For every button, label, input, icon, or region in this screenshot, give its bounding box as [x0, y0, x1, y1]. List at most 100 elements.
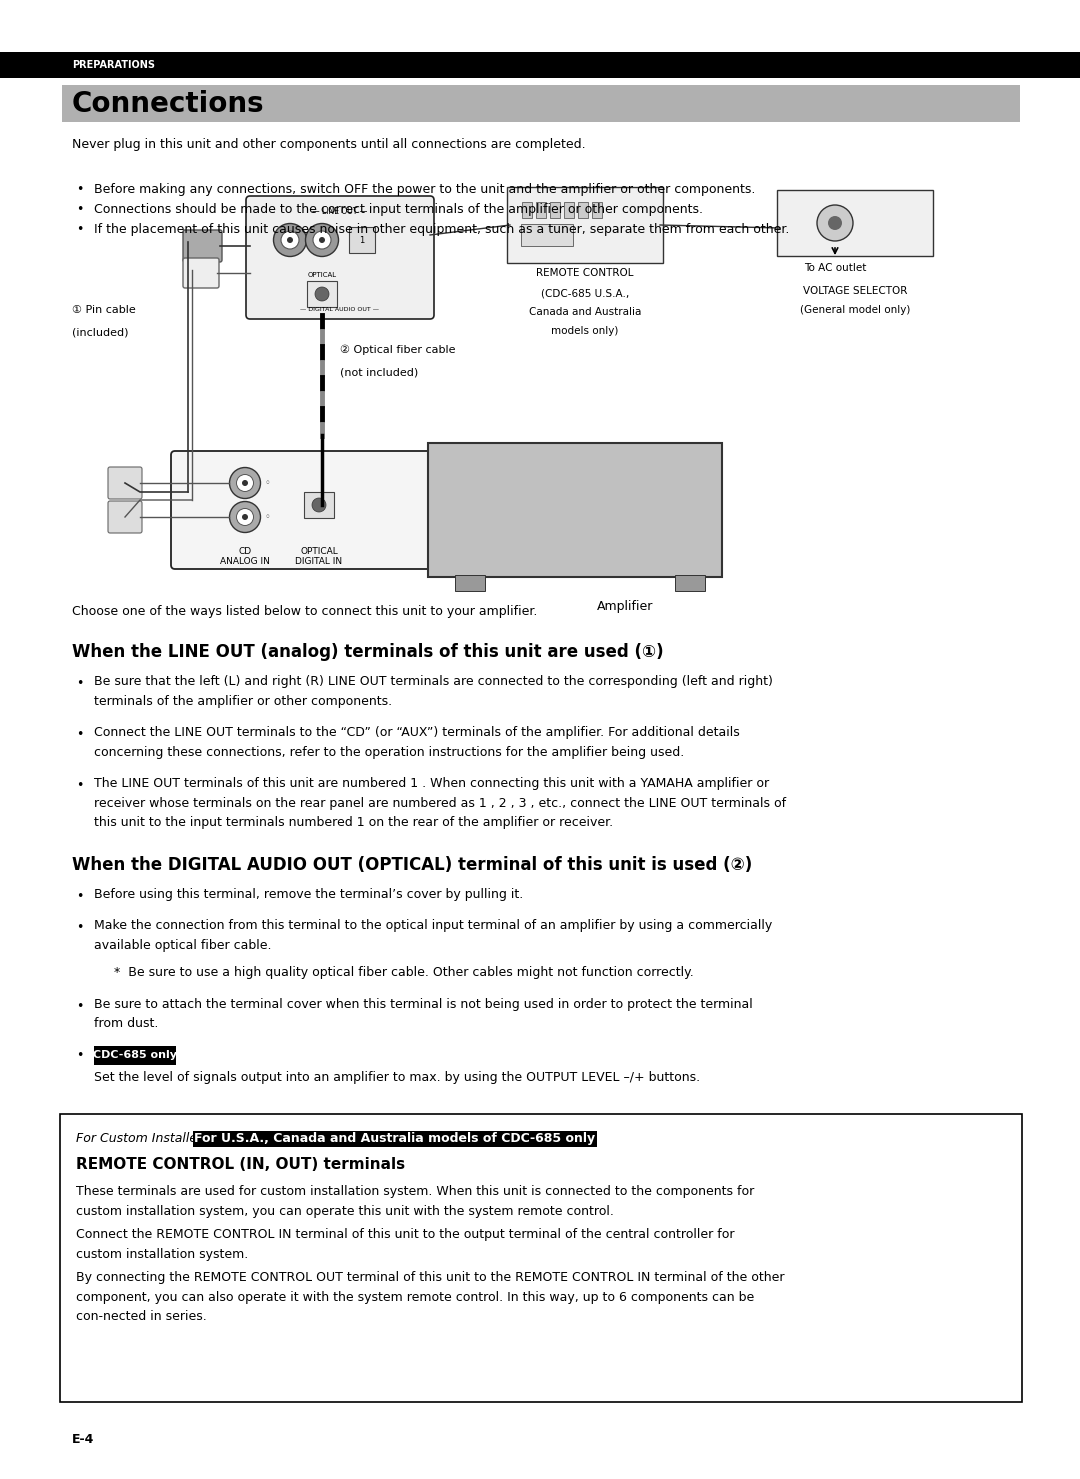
Circle shape	[306, 223, 338, 256]
Text: If the placement of this unit causes noise in other equipment, such as a tuner, : If the placement of this unit causes noi…	[94, 223, 789, 237]
Text: •: •	[76, 203, 83, 216]
FancyBboxPatch shape	[60, 1114, 1022, 1402]
Text: Be sure that the left (L) and right (R) LINE OUT terminals are connected to the : Be sure that the left (L) and right (R) …	[94, 674, 773, 688]
Text: The LINE OUT terminals of this unit are numbered 1 . When connecting this unit w: The LINE OUT terminals of this unit are …	[94, 776, 769, 790]
Text: •: •	[76, 889, 83, 902]
Text: CDC-685 only: CDC-685 only	[93, 1050, 177, 1060]
Text: REMOTE CONTROL: REMOTE CONTROL	[537, 268, 634, 278]
Text: •: •	[76, 677, 83, 691]
Text: Connect the REMOTE CONTROL IN terminal of this unit to the output terminal of th: Connect the REMOTE CONTROL IN terminal o…	[76, 1228, 734, 1241]
Text: Connections: Connections	[72, 90, 265, 117]
FancyBboxPatch shape	[428, 444, 723, 577]
Circle shape	[816, 206, 853, 241]
FancyBboxPatch shape	[183, 257, 219, 288]
Text: Before using this terminal, remove the terminal’s cover by pulling it.: Before using this terminal, remove the t…	[94, 887, 523, 901]
Bar	[0, 52, 1080, 78]
FancyBboxPatch shape	[675, 575, 705, 592]
Text: OPTICAL: OPTICAL	[308, 272, 337, 278]
Text: Connect the LINE OUT terminals to the “CD” (or “AUX”) terminals of the amplifier: Connect the LINE OUT terminals to the “C…	[94, 726, 740, 740]
Text: •: •	[76, 1049, 83, 1062]
Circle shape	[242, 515, 248, 521]
Text: ② Optical fiber cable: ② Optical fiber cable	[340, 345, 456, 355]
Text: Be sure to attach the terminal cover when this terminal is not being used in ord: Be sure to attach the terminal cover whe…	[94, 997, 753, 1010]
Text: available optical fiber cable.: available optical fiber cable.	[94, 939, 271, 951]
FancyBboxPatch shape	[564, 203, 573, 217]
FancyBboxPatch shape	[578, 203, 588, 217]
Text: (General model only): (General model only)	[800, 305, 910, 315]
Text: •: •	[76, 921, 83, 935]
Text: this unit to the input terminals numbered 1 on the rear of the amplifier or rece: this unit to the input terminals numbere…	[94, 816, 613, 830]
Text: PREPARATIONS: PREPARATIONS	[72, 61, 156, 70]
FancyBboxPatch shape	[307, 281, 337, 308]
Text: Never plug in this unit and other components until all connections are completed: Never plug in this unit and other compon…	[72, 138, 585, 151]
FancyBboxPatch shape	[777, 189, 933, 256]
Text: — DIGITAL AUDIO OUT —: — DIGITAL AUDIO OUT —	[300, 308, 379, 312]
Text: •: •	[76, 1000, 83, 1013]
Circle shape	[312, 498, 326, 512]
FancyBboxPatch shape	[455, 575, 485, 592]
Circle shape	[230, 467, 260, 498]
Text: VOLTAGE SELECTOR: VOLTAGE SELECTOR	[802, 285, 907, 296]
Text: When the LINE OUT (analog) terminals of this unit are used (①): When the LINE OUT (analog) terminals of …	[72, 643, 663, 661]
Text: ANALOG IN: ANALOG IN	[220, 558, 270, 566]
Circle shape	[237, 475, 254, 491]
Text: component, you can also operate it with the system remote control. In this way, : component, you can also operate it with …	[76, 1291, 754, 1303]
Circle shape	[287, 237, 293, 243]
Text: Canada and Australia: Canada and Australia	[529, 308, 642, 317]
Text: from dust.: from dust.	[94, 1018, 159, 1029]
Text: ◦: ◦	[265, 512, 271, 522]
Circle shape	[828, 216, 842, 231]
FancyBboxPatch shape	[536, 203, 546, 217]
Text: DIGITAL IN: DIGITAL IN	[296, 558, 342, 566]
Circle shape	[281, 231, 299, 248]
Text: OPTICAL: OPTICAL	[300, 547, 338, 556]
Text: •: •	[76, 779, 83, 791]
Text: terminals of the amplifier or other components.: terminals of the amplifier or other comp…	[94, 695, 392, 707]
FancyBboxPatch shape	[521, 223, 573, 246]
FancyBboxPatch shape	[108, 501, 141, 532]
Circle shape	[230, 501, 260, 532]
Text: These terminals are used for custom installation system. When this unit is conne: These terminals are used for custom inst…	[76, 1185, 754, 1198]
Text: When the DIGITAL AUDIO OUT (OPTICAL) terminal of this unit is used (②): When the DIGITAL AUDIO OUT (OPTICAL) ter…	[72, 855, 753, 874]
Bar	[94, 1046, 176, 1065]
Text: Before making any connections, switch OFF the power to the unit and the amplifie: Before making any connections, switch OF…	[94, 183, 755, 197]
Circle shape	[313, 231, 330, 248]
Text: con-nected in series.: con-nected in series.	[76, 1310, 206, 1324]
FancyBboxPatch shape	[550, 203, 561, 217]
FancyBboxPatch shape	[183, 231, 222, 262]
Text: By connecting the REMOTE CONTROL OUT terminal of this unit to the REMOTE CONTROL: By connecting the REMOTE CONTROL OUT ter…	[76, 1270, 784, 1284]
Text: For Custom Installer: For Custom Installer	[76, 1131, 206, 1145]
Text: Make the connection from this terminal to the optical input terminal of an ampli: Make the connection from this terminal t…	[94, 918, 772, 932]
Bar	[62, 84, 1020, 121]
Text: (not included): (not included)	[340, 367, 418, 377]
Text: receiver whose terminals on the rear panel are numbered as 1 , 2 , 3 , etc., con: receiver whose terminals on the rear pan…	[94, 797, 786, 809]
FancyBboxPatch shape	[171, 451, 434, 569]
FancyBboxPatch shape	[592, 203, 602, 217]
Text: •: •	[76, 728, 83, 741]
Circle shape	[242, 481, 248, 487]
Circle shape	[237, 509, 254, 525]
Text: CD: CD	[239, 547, 252, 556]
Text: (CDC-685 U.S.A.,: (CDC-685 U.S.A.,	[541, 288, 630, 297]
Text: concerning these connections, refer to the operation instructions for the amplif: concerning these connections, refer to t…	[94, 745, 685, 759]
FancyBboxPatch shape	[507, 186, 663, 263]
FancyBboxPatch shape	[303, 493, 334, 518]
Text: custom installation system.: custom installation system.	[76, 1247, 248, 1260]
Text: ◦: ◦	[265, 478, 271, 488]
FancyBboxPatch shape	[108, 467, 141, 498]
Text: To AC outlet: To AC outlet	[804, 263, 866, 274]
Text: 1: 1	[360, 235, 365, 244]
Text: models only): models only)	[551, 325, 619, 336]
Text: •: •	[76, 223, 83, 237]
Text: custom installation system, you can operate this unit with the system remote con: custom installation system, you can oper…	[76, 1204, 613, 1217]
Text: Set the level of signals output into an amplifier to max. by using the OUTPUT LE: Set the level of signals output into an …	[94, 1071, 700, 1084]
Text: REMOTE CONTROL (IN, OUT) terminals: REMOTE CONTROL (IN, OUT) terminals	[76, 1157, 405, 1171]
Text: E-4: E-4	[72, 1433, 94, 1445]
Text: *  Be sure to use a high quality optical fiber cable. Other cables might not fun: * Be sure to use a high quality optical …	[114, 966, 693, 979]
Circle shape	[273, 223, 307, 256]
FancyBboxPatch shape	[522, 203, 532, 217]
Text: Connections should be made to the correct input terminals of the amplifier or ot: Connections should be made to the correc…	[94, 203, 703, 216]
Text: For U.S.A., Canada and Australia models of CDC-685 only: For U.S.A., Canada and Australia models …	[194, 1131, 595, 1145]
FancyBboxPatch shape	[349, 226, 375, 253]
Text: Amplifier: Amplifier	[597, 600, 653, 612]
